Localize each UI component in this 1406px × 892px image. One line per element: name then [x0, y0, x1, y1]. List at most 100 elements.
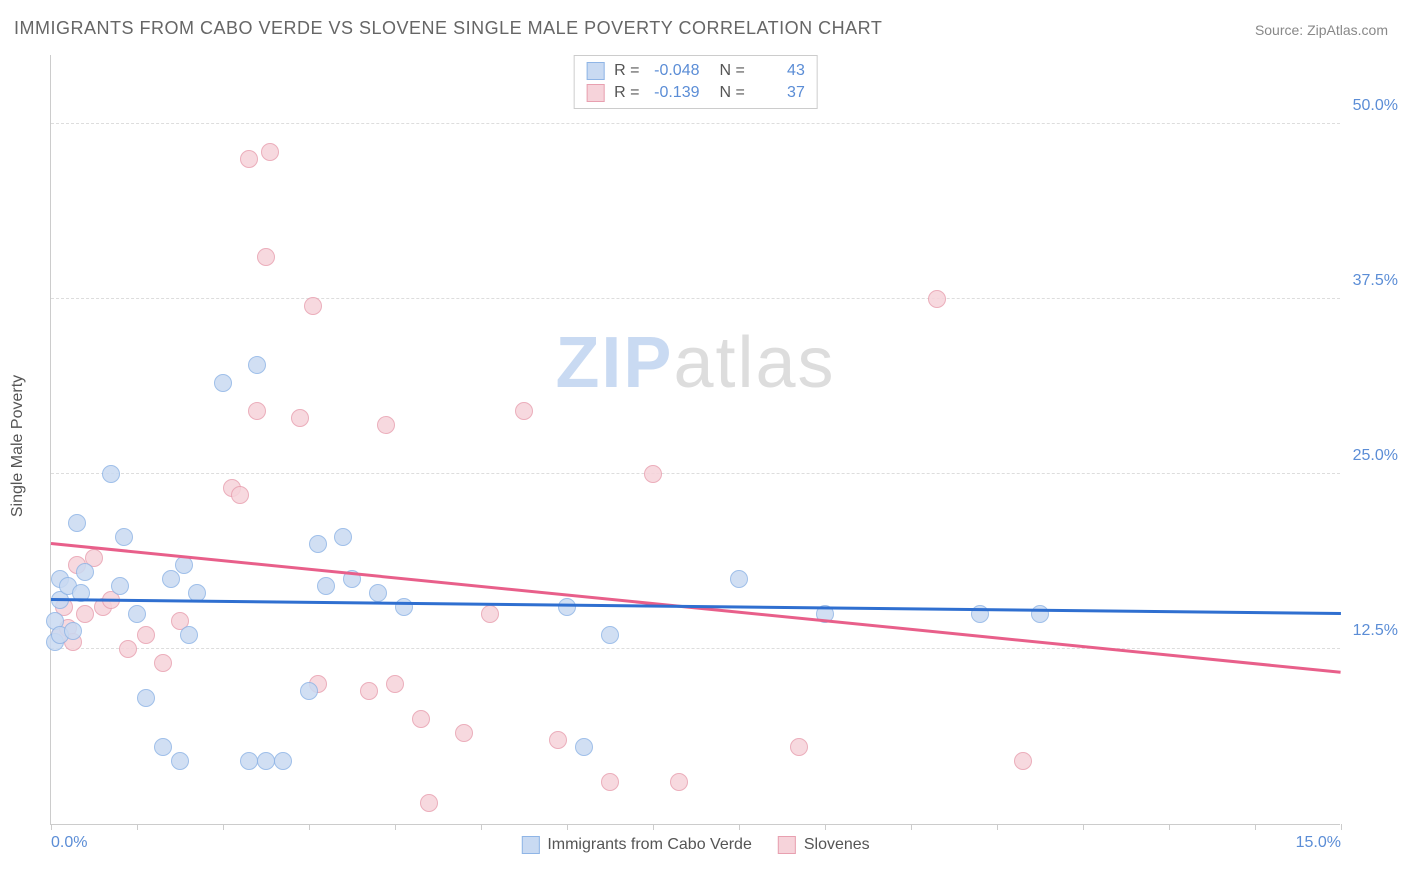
gridline [51, 123, 1340, 124]
x-tick [1255, 824, 1256, 830]
data-point [137, 626, 155, 644]
data-point [274, 752, 292, 770]
data-point [76, 605, 94, 623]
x-tick [567, 824, 568, 830]
trend-line [51, 598, 1341, 614]
legend-row: R =-0.048N =43 [586, 60, 805, 82]
x-tick [395, 824, 396, 830]
data-point [420, 794, 438, 812]
y-tick-label: 50.0% [1353, 97, 1398, 115]
gridline [51, 298, 1340, 299]
data-point [68, 514, 86, 532]
data-point [175, 556, 193, 574]
data-point [790, 738, 808, 756]
x-tick [911, 824, 912, 830]
data-point [412, 710, 430, 728]
x-tick-label: 0.0% [51, 834, 87, 852]
legend-swatch [521, 836, 539, 854]
data-point [601, 626, 619, 644]
data-point [730, 570, 748, 588]
data-point [515, 402, 533, 420]
x-tick [1341, 824, 1342, 830]
data-point [304, 297, 322, 315]
x-tick [51, 824, 52, 830]
data-point [481, 605, 499, 623]
data-point [317, 577, 335, 595]
trend-line [51, 542, 1341, 673]
data-point [231, 486, 249, 504]
legend-swatch [586, 62, 604, 80]
data-point [309, 535, 327, 553]
data-point [128, 605, 146, 623]
data-point [369, 584, 387, 602]
data-point [386, 675, 404, 693]
y-tick-label: 25.0% [1353, 447, 1398, 465]
data-point [575, 738, 593, 756]
data-point [257, 248, 275, 266]
data-point [162, 570, 180, 588]
data-point [111, 577, 129, 595]
chart-title: IMMIGRANTS FROM CABO VERDE VS SLOVENE SI… [14, 18, 882, 39]
data-point [240, 752, 258, 770]
data-point [455, 724, 473, 742]
x-tick [137, 824, 138, 830]
data-point [291, 409, 309, 427]
plot-area: ZIPatlas R =-0.048N =43R =-0.139N =37 Im… [50, 55, 1340, 825]
data-point [248, 356, 266, 374]
data-point [360, 682, 378, 700]
gridline [51, 473, 1340, 474]
data-point [64, 622, 82, 640]
y-axis-label: Single Male Poverty [9, 375, 27, 517]
x-tick [739, 824, 740, 830]
x-tick-label: 15.0% [1296, 834, 1341, 852]
data-point [395, 598, 413, 616]
data-point [171, 752, 189, 770]
gridline [51, 648, 1340, 649]
data-point [240, 150, 258, 168]
data-point [248, 402, 266, 420]
legend-label: Immigrants from Cabo Verde [547, 836, 752, 854]
data-point [115, 528, 133, 546]
x-tick [825, 824, 826, 830]
legend-item: Slovenes [778, 836, 870, 854]
data-point [928, 290, 946, 308]
x-tick [653, 824, 654, 830]
x-tick [1169, 824, 1170, 830]
data-point [261, 143, 279, 161]
data-point [154, 738, 172, 756]
x-tick [309, 824, 310, 830]
x-tick [223, 824, 224, 830]
data-point [549, 731, 567, 749]
legend-item: Immigrants from Cabo Verde [521, 836, 752, 854]
legend-swatch [778, 836, 796, 854]
data-point [257, 752, 275, 770]
data-point [154, 654, 172, 672]
data-point [334, 528, 352, 546]
legend-swatch [586, 84, 604, 102]
y-tick-label: 12.5% [1353, 622, 1398, 640]
data-point [1014, 752, 1032, 770]
data-point [214, 374, 232, 392]
data-point [119, 640, 137, 658]
legend-label: Slovenes [804, 836, 870, 854]
watermark: ZIPatlas [555, 322, 835, 404]
data-point [670, 773, 688, 791]
correlation-legend: R =-0.048N =43R =-0.139N =37 [573, 55, 818, 109]
data-point [76, 563, 94, 581]
correlation-chart: IMMIGRANTS FROM CABO VERDE VS SLOVENE SI… [0, 0, 1406, 892]
x-tick [997, 824, 998, 830]
y-tick-label: 37.5% [1353, 272, 1398, 290]
data-point [180, 626, 198, 644]
x-tick [1083, 824, 1084, 830]
series-legend: Immigrants from Cabo Verde Slovenes [521, 836, 869, 854]
data-point [102, 465, 120, 483]
data-point [644, 465, 662, 483]
data-point [137, 689, 155, 707]
data-point [377, 416, 395, 434]
data-point [300, 682, 318, 700]
data-point [558, 598, 576, 616]
data-point [601, 773, 619, 791]
legend-row: R =-0.139N =37 [586, 82, 805, 104]
source-attribution: Source: ZipAtlas.com [1255, 22, 1388, 38]
x-tick [481, 824, 482, 830]
